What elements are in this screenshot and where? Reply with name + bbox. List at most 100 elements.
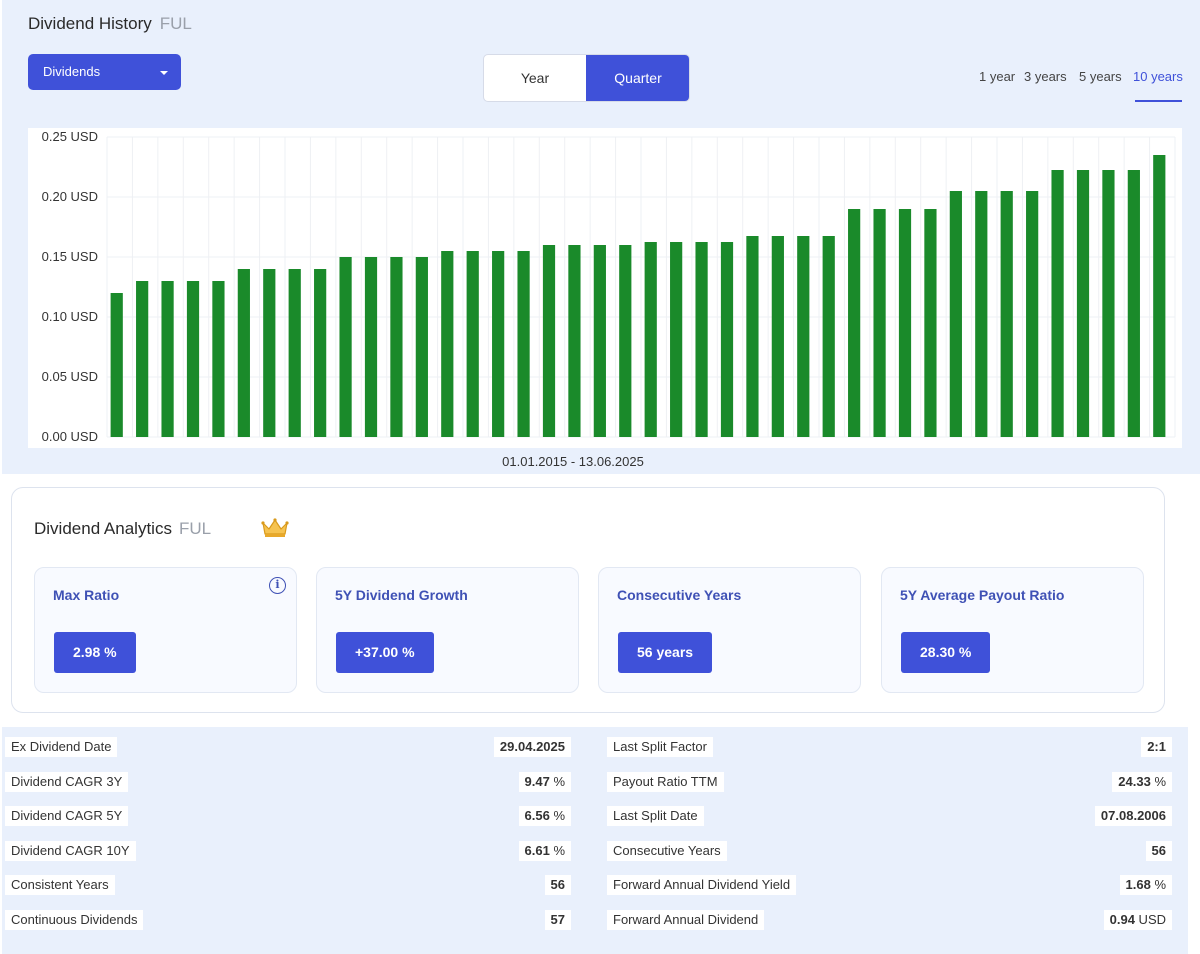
active-range-indicator [1135,100,1182,102]
stat-value-unit: USD [1134,912,1166,927]
card-label: Consecutive Years [617,587,742,603]
period-toggle: Year Quarter [483,54,690,102]
stat-value-unit: % [549,774,565,789]
dividend-bar[interactable] [619,245,632,437]
dividend-bar[interactable] [593,245,606,437]
toggle-quarter-button[interactable]: Quarter [586,55,689,101]
dividend-bar[interactable] [441,251,454,437]
ticker-label: FUL [159,14,192,33]
info-icon[interactable]: i [269,577,286,594]
stat-value: 57 [544,910,571,930]
toggle-year-button[interactable]: Year [520,70,550,86]
y-tick-label: 0.15 USD [42,249,98,264]
y-tick-label: 0.00 USD [42,429,98,444]
dividend-bar[interactable] [924,209,937,437]
y-tick-label: 0.20 USD [42,189,98,204]
dividend-bar[interactable] [542,245,556,437]
dividend-bar[interactable] [644,242,657,437]
dividend-bar[interactable] [492,251,505,437]
range-10-years[interactable]: 10 years [1133,69,1183,84]
dividend-bar[interactable] [797,236,810,437]
stat-label: Consecutive Years [607,841,727,861]
crown-icon [261,518,289,537]
stat-value-unit: % [1150,877,1166,892]
dividend-bar[interactable] [898,209,912,437]
stat-value-number: 57 [550,912,565,927]
dividend-bar[interactable] [415,257,428,437]
dividend-bar[interactable] [466,251,479,437]
stat-value: 1.68 % [1119,875,1172,895]
dividend-bar[interactable] [949,191,962,437]
stat-label: Consistent Years [5,875,115,895]
stat-row: Consecutive Years 56 [2,841,1188,861]
dividend-chart: 0.25 USD 0.20 USD 0.15 USD 0.10 USD 0.05 USD… [28,128,1182,448]
card-label: Max Ratio [53,587,120,603]
dividend-bar[interactable] [186,281,200,437]
stat-row: Last Split Factor 2:1 [2,737,1188,757]
stat-row: Payout Ratio TTM 24.33 % [2,772,1188,792]
dividend-bar[interactable] [746,236,759,437]
stat-value: 07.08.2006 [1094,806,1172,826]
analytics-title: Dividend Analytics FUL [34,519,211,539]
stat-value-number: 2:1 [1147,739,1166,754]
stat-row: Dividend CAGR 10Y 6.61 % [2,841,1188,861]
stat-value-number: 9.47 [524,774,550,789]
dividend-bar[interactable] [848,209,861,437]
stat-value: 0.94 USD [1103,910,1172,930]
range-5-years[interactable]: 5 years [1079,69,1122,84]
dividend-bar[interactable] [975,191,988,437]
range-3-years[interactable]: 3 years [1024,69,1067,84]
dividend-bar[interactable] [263,269,276,437]
stat-value: 6.56 % [518,806,571,826]
dividend-bar[interactable] [1000,191,1013,437]
card-value: 28.30 % [901,632,991,673]
stat-row: Last Split Date 07.08.2006 [2,806,1188,826]
dividend-bar[interactable] [136,281,149,437]
dividend-analytics-panel: Dividend Analytics FUL Max Ratio i 2.98 %… [11,487,1165,713]
dividend-stats: Ex Dividend Date 29.04.2025 Dividend CAGR … [2,727,1188,954]
stat-value-number: 0.94 [1109,912,1135,927]
dividend-bar[interactable] [110,293,123,437]
dividend-bar[interactable] [1051,170,1064,437]
dividend-bar[interactable] [339,257,352,437]
dividend-bar[interactable] [1076,170,1090,437]
dividend-bar[interactable] [237,269,250,437]
dividend-bar[interactable] [822,236,835,437]
stat-value-number: 6.61 [524,843,550,858]
stat-label: Payout Ratio TTM [607,772,724,792]
dividend-bar[interactable] [720,242,734,437]
dividend-bar[interactable] [771,236,784,437]
stat-value-unit: % [549,808,565,823]
caret-down-icon [160,71,168,75]
dividend-bar[interactable] [390,257,403,437]
dividend-bar[interactable] [161,281,174,437]
dividend-bar[interactable] [314,269,327,437]
stat-label: Continuous Dividends [5,910,144,930]
dropdown-label: Dividends [43,64,101,79]
stat-value-number: 29.04.2025 [499,739,565,754]
dividend-bar[interactable] [1026,191,1039,437]
dividend-bar[interactable] [517,251,530,437]
stat-label: Dividend CAGR 5Y [5,806,129,826]
range-1-year[interactable]: 1 year [979,69,1016,84]
dividend-bar[interactable] [1102,170,1115,437]
dividend-bar[interactable] [364,257,378,437]
dividend-bar[interactable] [695,242,708,437]
dividend-bar[interactable] [873,209,886,437]
dividend-bar[interactable] [1153,155,1166,437]
stat-row: Ex Dividend Date 29.04.2025 [2,737,1188,757]
card-max-ratio: Max Ratio i 2.98 % [34,567,297,693]
stat-value: 56 [1145,841,1172,861]
metric-dropdown[interactable]: Dividends [28,54,181,90]
stat-label: Ex Dividend Date [5,737,118,757]
stat-label: Last Split Date [607,806,704,826]
stat-value: 2:1 [1141,737,1172,757]
dividend-bar[interactable] [1127,170,1140,437]
stat-label: Last Split Factor [607,737,713,757]
stat-label: Forward Annual Dividend [607,910,765,930]
dividend-bar[interactable] [212,281,225,437]
dividend-bar[interactable] [288,269,301,437]
dividend-bar[interactable] [670,242,683,437]
stat-value: 24.33 % [1112,772,1172,792]
dividend-bar[interactable] [568,245,581,437]
